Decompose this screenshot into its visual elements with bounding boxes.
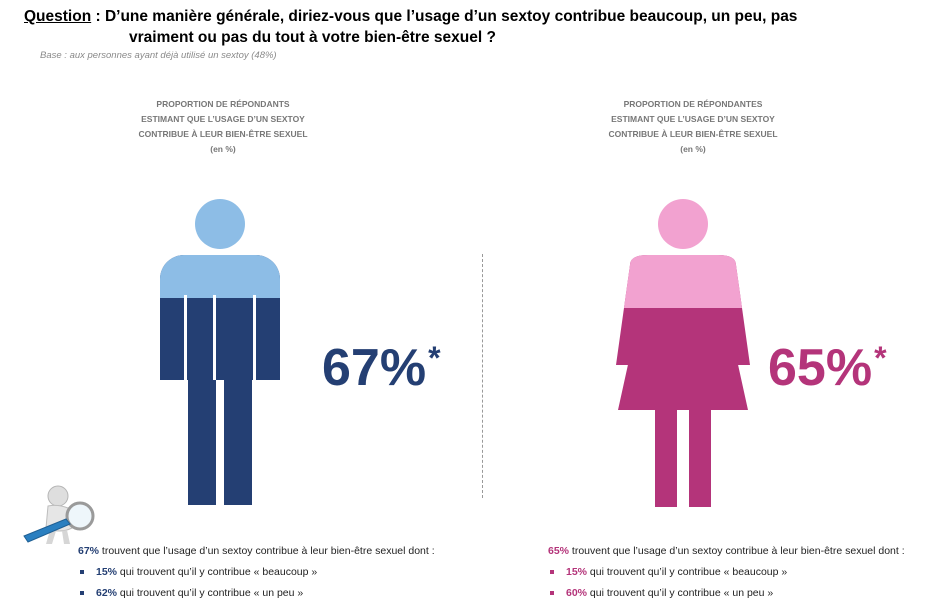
summary-women-item: 15% qui trouvent qu’il y contribue « bea… [548,566,905,578]
men-body-light [160,255,280,298]
summary-women: 65% trouvent que l’usage d’un sextoy con… [548,545,905,599]
women-body-light [616,255,750,308]
panel-title-men: PROPORTION DE RÉPONDANTS ESTIMANT QUE L’… [113,97,333,157]
panel-title-line: PROPORTION DE RÉPONDANTS [156,99,290,109]
summary-men-lead-text: trouvent que l’usage d’un sextoy contrib… [99,545,435,557]
summary-men-lead: 67% trouvent que l’usage d’un sextoy con… [78,545,435,557]
summary-men-lead-value: 67% [78,545,100,557]
panel-title-line: CONTRIBUE À LEUR BIEN-ÊTRE SEXUEL [608,129,778,139]
summary-women-item-value: 60% [566,587,588,599]
summary-men-item-value: 62% [96,587,118,599]
men-pictogram [160,199,280,505]
question-text-line1: : D’une manière générale, diriez-vous qu… [91,8,798,25]
summary-men-item-text: qui trouvent qu’il y contribue « un peu … [117,587,304,599]
base-note: Base : aux personnes ayant déjà utilisé … [40,50,277,61]
summary-women-lead-value: 65% [548,545,570,557]
panel-title-line: (en %) [210,144,236,154]
panel-title-women: PROPORTION DE RÉPONDANTES ESTIMANT QUE L… [583,97,803,157]
summary-women-lead: 65% trouvent que l’usage d’un sextoy con… [548,545,905,557]
men-head [195,199,245,249]
women-percentage: 65%* [768,340,887,396]
men-asterisk: * [428,340,441,376]
panel-title-line: ESTIMANT QUE L’USAGE D’UN SEXTOY [611,114,775,124]
summary-women-item-text: qui trouvent qu’il y contribue « beaucou… [587,566,788,578]
panel-title-line: ESTIMANT QUE L’USAGE D’UN SEXTOY [141,114,305,124]
panel-title-line: (en %) [680,144,706,154]
panel-divider [482,254,483,498]
panel-title-line: CONTRIBUE À LEUR BIEN-ÊTRE SEXUEL [138,129,308,139]
women-pictogram [616,199,750,507]
summary-women-item-text: qui trouvent qu’il y contribue « un peu … [587,587,774,599]
question-label: Question [24,8,92,25]
men-arm-gap-left [213,295,216,380]
question-text-line2: vraiment ou pas du tout à votre bien-êtr… [129,29,496,46]
women-percentage-value: 65% [768,339,873,397]
summary-women-lead-text: trouvent que l’usage d’un sextoy contrib… [569,545,905,557]
summary-men-item: 62% qui trouvent qu’il y contribue « un … [78,587,435,599]
summary-men-item-value: 15% [96,566,118,578]
summary-men: 67% trouvent que l’usage d’un sextoy con… [78,545,435,599]
women-asterisk: * [874,340,887,376]
summary-women-item: 60% qui trouvent qu’il y contribue « un … [548,587,905,599]
question: Question : D’une manière générale, dirie… [24,6,904,48]
summary-men-item-text: qui trouvent qu’il y contribue « beaucou… [117,566,318,578]
men-percentage: 67%* [322,340,441,396]
magnifier-mascot-icon [23,485,95,544]
men-percentage-value: 67% [322,339,427,397]
summary-men-item: 15% qui trouvent qu’il y contribue « bea… [78,566,435,578]
women-head [658,199,708,249]
panel-title-line: PROPORTION DE RÉPONDANTES [623,99,763,109]
summary-women-item-value: 15% [566,566,588,578]
